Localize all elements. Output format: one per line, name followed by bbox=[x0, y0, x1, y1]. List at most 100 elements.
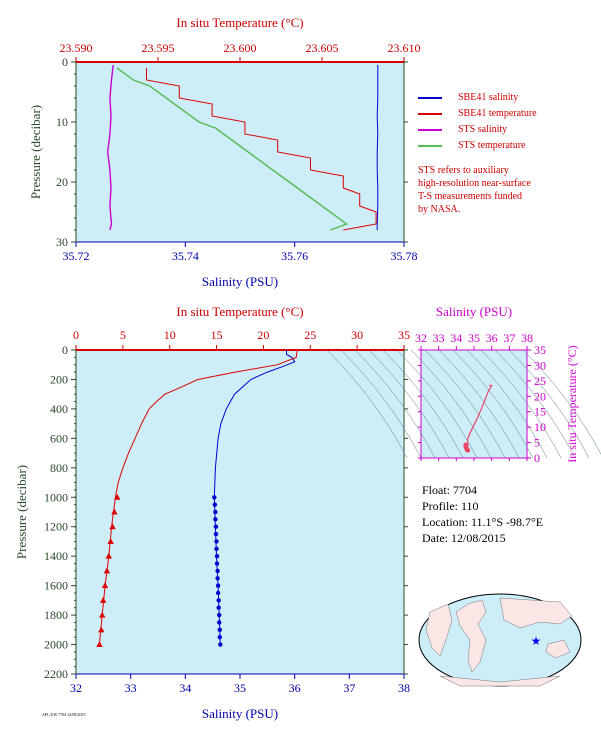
main-series-salinity bbox=[213, 350, 296, 645]
main-pres-tick-label: 1200 bbox=[44, 520, 68, 534]
main-pressure-axis-title: Pressure (decibar) bbox=[14, 465, 29, 559]
main-temp-tick-label: 25 bbox=[304, 328, 316, 342]
top-plot-area bbox=[76, 62, 404, 242]
salinity-marker bbox=[214, 539, 219, 544]
map-americas bbox=[455, 599, 487, 673]
salinity-marker bbox=[217, 612, 222, 618]
map-australia bbox=[545, 639, 571, 659]
main-ticks: 0 5 10 15 20 25 30 35 32 33 34 35 36 37 38 0 200 400 600 80… bbox=[44, 328, 410, 695]
ts-temp-tick-label: 15 bbox=[534, 405, 546, 419]
main-pres-tick-label: 2200 bbox=[44, 667, 68, 681]
ts-plot-area bbox=[421, 350, 527, 458]
top-pres-tick-label: 30 bbox=[56, 235, 68, 249]
salinity-marker bbox=[215, 576, 220, 581]
ts-temp-tick-label: 30 bbox=[534, 358, 546, 372]
ts-temp-tick-label: 5 bbox=[534, 436, 540, 450]
main-plot-area bbox=[76, 350, 404, 674]
main-temp-tick-label: 10 bbox=[164, 328, 176, 342]
top-series-sbe41-salinity bbox=[376, 65, 379, 230]
ts-sal-tick-label: 32 bbox=[415, 331, 427, 345]
salinity-marker bbox=[217, 627, 222, 633]
map-antarctica bbox=[439, 675, 561, 687]
legend-label: STS salinity bbox=[458, 124, 508, 135]
density-contour bbox=[508, 349, 590, 459]
temperature-marker bbox=[105, 552, 112, 559]
top-pres-tick-label: 10 bbox=[56, 115, 68, 129]
top-pres-tick-label: 0 bbox=[62, 55, 68, 69]
legend-swatch bbox=[418, 128, 442, 131]
top-salinity-axis-title: Salinity (PSU) bbox=[202, 274, 278, 289]
density-contour bbox=[326, 349, 408, 459]
temperature-marker bbox=[109, 523, 116, 530]
main-temperature-axis-title: In situ Temperature (°C) bbox=[176, 304, 303, 319]
ts-sal-tick-label: 34 bbox=[450, 331, 462, 345]
main-pres-tick-label: 0 bbox=[62, 343, 68, 357]
main-pres-tick-label: 2000 bbox=[44, 638, 68, 652]
ts-temp-tick-label: 25 bbox=[534, 374, 546, 388]
sts-note: STS refers to auxiliary high-resolution … bbox=[418, 164, 531, 216]
sts-note-line-3: T-S measurements funded bbox=[418, 191, 523, 202]
main-temp-tick-label: 30 bbox=[351, 328, 363, 342]
salinity-marker bbox=[215, 590, 221, 596]
main-pres-tick-label: 200 bbox=[50, 372, 68, 386]
temperature-marker bbox=[111, 508, 118, 515]
legend-swatch bbox=[418, 96, 442, 99]
salinity-marker bbox=[218, 642, 223, 647]
main-temp-tick-label: 5 bbox=[120, 328, 126, 342]
main-sal-tick-label: 38 bbox=[398, 681, 410, 695]
legend-label: SBE41 salinity bbox=[458, 92, 519, 103]
main-temp-tick-label: 15 bbox=[211, 328, 223, 342]
map-asia bbox=[499, 597, 573, 629]
ts-temp-tick-label: 10 bbox=[534, 420, 546, 434]
density-contour bbox=[368, 349, 450, 459]
main-pres-tick-label: 1000 bbox=[44, 490, 68, 504]
temperature-marker bbox=[114, 493, 121, 500]
temperature-marker bbox=[98, 626, 105, 633]
sts-note-line-1: STS refers to auxiliary bbox=[418, 165, 509, 176]
salinity-marker bbox=[213, 524, 219, 529]
main-pres-tick-label: 1600 bbox=[44, 579, 68, 593]
ts-sal-tick-label: 38 bbox=[521, 331, 533, 345]
main-pres-tick-label: 1400 bbox=[44, 549, 68, 563]
legend-item: STS temperature bbox=[418, 140, 525, 151]
salinity-marker bbox=[216, 605, 221, 610]
ts-series bbox=[463, 384, 493, 453]
main-pres-tick-label: 800 bbox=[50, 461, 68, 475]
main-temp-tick-label: 35 bbox=[398, 328, 410, 342]
density-contour bbox=[424, 349, 506, 459]
salinity-marker bbox=[215, 583, 221, 588]
temperature-marker bbox=[107, 537, 114, 544]
density-contour bbox=[396, 349, 478, 459]
top-sal-tick-label: 35.74 bbox=[172, 249, 199, 263]
top-pressure-axis-title: Pressure (decibar) bbox=[28, 105, 43, 199]
profile-date: Date: 12/08/2015 bbox=[422, 531, 506, 545]
main-pres-tick-label: 400 bbox=[50, 402, 68, 416]
temperature-marker bbox=[103, 567, 111, 574]
profile-number: Profile: 110 bbox=[422, 499, 479, 513]
salinity-marker bbox=[213, 509, 218, 515]
float-id: Float: 7704 bbox=[422, 483, 478, 497]
top-sal-tick-label: 35.76 bbox=[281, 249, 308, 263]
density-contour bbox=[466, 349, 548, 459]
salinity-marker bbox=[213, 531, 219, 537]
main-panel: 0 5 10 15 20 25 30 35 32 33 34 35 36 37 38 0 200 400 600 80… bbox=[14, 304, 410, 721]
main-sal-tick-label: 34 bbox=[179, 681, 191, 695]
ts-temp-tick-label: 0 bbox=[534, 451, 540, 465]
temperature-marker bbox=[101, 582, 109, 589]
density-contour bbox=[382, 349, 464, 459]
ts-point bbox=[465, 447, 471, 453]
top-ticks: 23.590 23.595 23.600 23.605 23.610 35.72 35.74… bbox=[56, 41, 421, 263]
main-pres-tick-label: 600 bbox=[50, 431, 68, 445]
salinity-marker bbox=[212, 495, 217, 500]
density-contour bbox=[452, 349, 534, 459]
ts-temp-tick-label: 35 bbox=[534, 343, 546, 357]
top-temp-tick-label: 23.595 bbox=[142, 41, 175, 55]
main-series-temperature bbox=[98, 349, 298, 645]
salinity-marker bbox=[214, 561, 220, 566]
salinity-marker bbox=[215, 568, 220, 574]
ts-salinity-axis-title: Salinity (PSU) bbox=[436, 304, 512, 319]
salinity-marker bbox=[216, 598, 221, 603]
top-series-sts-temperature bbox=[116, 67, 349, 231]
